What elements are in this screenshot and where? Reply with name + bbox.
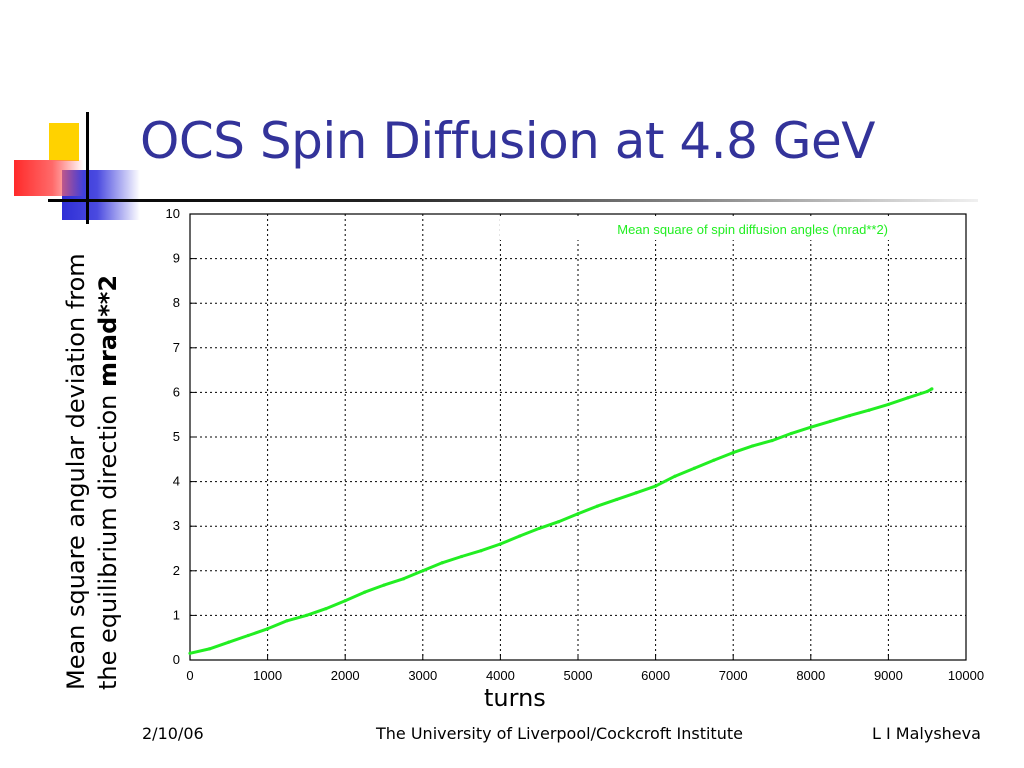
footer-author: L I Malysheva <box>872 724 981 743</box>
spin-diffusion-chart: 0 1000 2000 3000 4000 5000 6000 7000 8000 9000 100… <box>166 206 985 682</box>
data-point <box>537 526 541 531</box>
x-tick-label: 10000 <box>948 668 984 682</box>
y-tick-label: 7 <box>173 340 180 355</box>
data-point <box>751 444 755 448</box>
y-tick-label: 5 <box>173 429 180 444</box>
x-tick-label: 3000 <box>408 668 437 682</box>
data-point <box>324 607 328 611</box>
data-point <box>266 627 270 631</box>
data-point <box>634 491 638 495</box>
data-point <box>770 438 774 443</box>
y-tick-label: 9 <box>173 251 180 266</box>
data-point <box>930 387 934 391</box>
data-point <box>925 389 929 394</box>
x-tick-label: 1000 <box>253 668 282 682</box>
data-point <box>615 497 619 502</box>
data-point <box>692 466 697 470</box>
footer-date: 2/10/06 <box>142 724 204 743</box>
data-point <box>848 413 852 418</box>
data-point <box>304 613 308 617</box>
data-point <box>731 451 735 455</box>
data-point <box>518 534 522 538</box>
data-point <box>363 590 367 594</box>
data-point <box>479 549 483 553</box>
data-point <box>285 619 289 623</box>
y-axis-title-line1: Mean square angular deviation from <box>62 253 90 690</box>
data-point <box>654 484 658 488</box>
data-point <box>421 569 425 573</box>
x-tick-label: 9000 <box>874 668 903 682</box>
y-axis-title: Mean square angular deviation from the e… <box>60 253 124 690</box>
y-tick-label: 2 <box>173 563 180 578</box>
data-point <box>673 474 677 478</box>
data-point <box>343 599 347 603</box>
data-point <box>440 561 444 565</box>
data-point <box>867 408 871 412</box>
data-point <box>498 542 502 546</box>
legend-box <box>500 218 962 240</box>
x-tick-label: 0 <box>186 668 193 682</box>
data-point <box>460 554 464 559</box>
x-tick-label: 5000 <box>564 668 593 682</box>
legend-label: Mean square of spin diffusion angles (mr… <box>617 222 888 237</box>
data-point <box>227 640 231 644</box>
slide-title: OCS Spin Diffusion at 4.8 GeV <box>140 112 876 170</box>
y-tick-label: 6 <box>173 384 180 399</box>
y-tick-label: 3 <box>173 518 180 533</box>
data-point <box>382 583 386 587</box>
footer-institution: The University of Liverpool/Cockcroft In… <box>376 724 743 743</box>
y-tick-label: 4 <box>173 474 180 489</box>
data-point <box>595 504 599 508</box>
y-axis-title-line2-text: the equilibrium direction <box>94 386 122 690</box>
data-point <box>712 458 716 462</box>
accent-vertical-rule <box>86 112 89 224</box>
data-point <box>906 396 910 400</box>
x-tick-label: 4000 <box>486 668 515 682</box>
x-axis-title: turns <box>484 684 546 712</box>
y-tick-label: 1 <box>173 607 180 622</box>
data-point <box>557 520 561 524</box>
y-tick-label: 8 <box>173 295 180 310</box>
y-axis-title-line2: the equilibrium direction mrad**2 <box>92 253 124 690</box>
y-axis-title-unit: mrad**2 <box>94 274 122 387</box>
x-tick-label: 2000 <box>331 668 360 682</box>
accent-yellow-square <box>49 123 79 161</box>
data-point <box>828 419 832 423</box>
y-tick-label: 10 <box>166 206 180 221</box>
x-tick-label: 7000 <box>719 668 748 682</box>
x-tick-label: 8000 <box>796 668 825 682</box>
data-point <box>188 651 192 655</box>
data-point <box>809 425 813 429</box>
data-point <box>207 647 211 651</box>
series-line <box>189 387 933 655</box>
data-point <box>246 633 250 638</box>
data-point <box>886 402 891 407</box>
data-point <box>789 431 794 436</box>
y-tick-label: 0 <box>173 652 180 667</box>
title-underline-rule <box>48 199 978 202</box>
accent-red-square <box>14 160 84 196</box>
data-point <box>576 512 580 516</box>
x-tick-label: 6000 <box>641 668 670 682</box>
data-point <box>401 577 405 581</box>
